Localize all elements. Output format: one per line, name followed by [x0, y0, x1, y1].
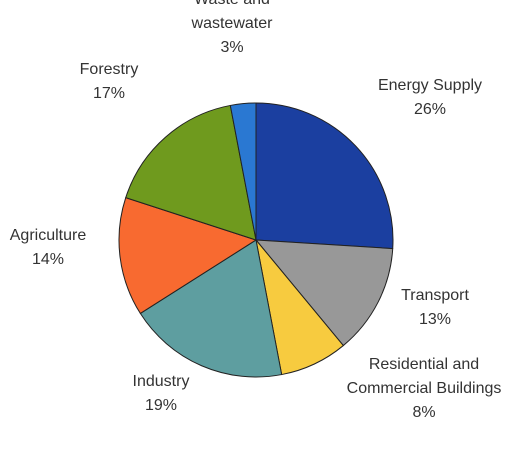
slice-percent-label: 26%: [414, 101, 446, 118]
pie-labels: Energy Supply 26% Transport 13% Residential …: [10, 0, 502, 421]
slice-label-forestry: Forestry 17%: [80, 61, 139, 102]
slice-percent-label: 17%: [93, 85, 125, 102]
slice-label-waste-and-wastewater: Waste and wastewater 3%: [191, 0, 274, 56]
slice-name-label: Agriculture: [10, 227, 87, 244]
pie-slices: [118, 102, 394, 378]
slice-name-label: wastewater: [191, 15, 274, 32]
slice-name-label: Forestry: [80, 61, 139, 78]
slice-name-label: Commercial Buildings: [347, 380, 502, 397]
pie-slice-transport: [255, 239, 394, 347]
slice-label-residential-and-commercial-buildings: Residential and Commercial Buildings 8%: [347, 356, 502, 421]
slice-percent-label: 8%: [412, 404, 435, 421]
slice-label-industry: Industry 19%: [133, 373, 190, 414]
slice-name-label: Transport: [401, 287, 469, 304]
pie-slice-agriculture: [118, 197, 257, 314]
pie-slice-forestry: [125, 104, 257, 241]
slice-label-transport: Transport 13%: [401, 287, 469, 328]
slice-label-energy-supply: Energy Supply 26%: [378, 77, 482, 118]
slice-percent-label: 3%: [220, 39, 243, 56]
slice-percent-label: 13%: [419, 311, 451, 328]
slice-name-label: Residential and: [369, 356, 479, 373]
pie-slice-waste-and-wastewater: [229, 102, 257, 241]
slice-label-agriculture: Agriculture 14%: [10, 227, 87, 268]
slice-name-label: Energy Supply: [378, 77, 482, 94]
slice-percent-label: 14%: [32, 251, 64, 268]
pie-slice-energy-supply: [255, 102, 394, 250]
pie-slice-industry: [139, 239, 283, 378]
slice-percent-label: 19%: [145, 397, 177, 414]
slice-name-label: Industry: [133, 373, 190, 390]
slice-name-label: Waste and: [194, 0, 270, 8]
